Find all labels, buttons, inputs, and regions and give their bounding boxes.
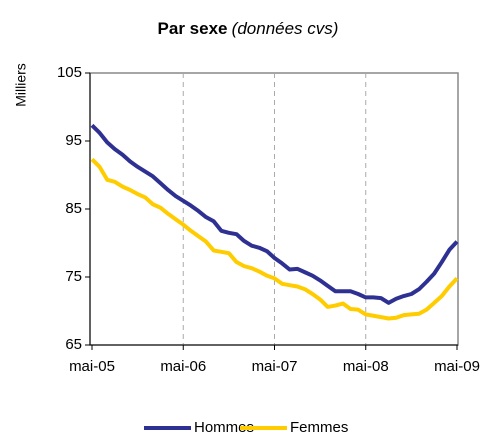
y-tick-label: 105: [57, 64, 82, 81]
y-tick-label: 85: [65, 200, 82, 217]
chart-title-line: Par sexe (données cvs): [158, 19, 339, 38]
x-tick-label: mai-09: [434, 358, 480, 375]
legend-label: Hommes: [194, 419, 254, 435]
chart-subtitle: (données cvs): [232, 19, 339, 38]
chart-title: Par sexe: [158, 19, 228, 38]
y-tick-label: 95: [65, 132, 82, 149]
series-line: [90, 157, 459, 321]
x-tick-label: mai-07: [252, 358, 298, 375]
series-line: [90, 123, 459, 305]
x-tick-label: mai-08: [343, 358, 389, 375]
legend-label: Femmes: [290, 419, 348, 435]
x-tick-label: mai-06: [160, 358, 206, 375]
y-tick-label: 65: [65, 336, 82, 353]
y-axis-label: Milliers: [13, 63, 29, 107]
y-tick-label: 75: [65, 268, 82, 285]
x-tick-label: mai-05: [69, 358, 115, 375]
